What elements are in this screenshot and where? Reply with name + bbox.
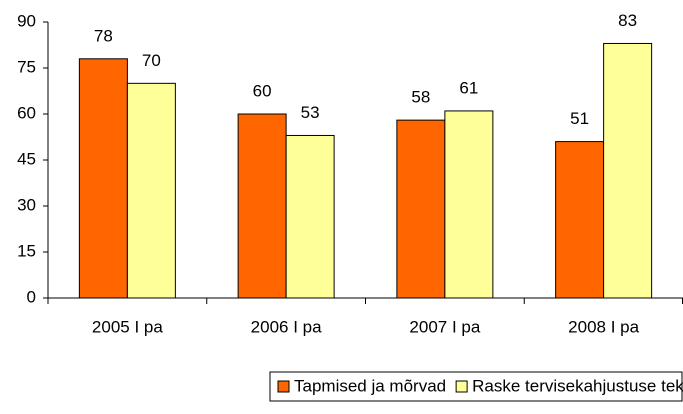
y-tick-label: 60 (17, 103, 36, 122)
data-label: 78 (94, 26, 113, 45)
data-label: 60 (253, 81, 272, 100)
data-label: 53 (301, 103, 320, 122)
data-label: 83 (618, 11, 637, 30)
bar (78, 58, 128, 299)
y-tick-label: 90 (17, 11, 36, 30)
x-tick-label: 2008 I pa (568, 317, 639, 336)
legend-swatch (455, 380, 468, 393)
data-label: 70 (142, 51, 161, 70)
x-tick-label: 2005 I pa (92, 317, 163, 336)
data-label: 61 (459, 78, 478, 97)
y-tick-label: 30 (17, 195, 36, 214)
y-tick-label: 45 (17, 149, 36, 168)
legend-label: Tapmised ja mõrvad (294, 376, 446, 395)
y-tick-label: 0 (27, 287, 36, 306)
bar (126, 82, 176, 299)
legend (269, 371, 683, 402)
bar (603, 42, 653, 299)
x-tick-label: 2007 I pa (409, 317, 480, 336)
data-label: 58 (411, 88, 430, 107)
bar (444, 110, 494, 299)
bar (237, 113, 287, 299)
y-tick-label: 15 (17, 241, 36, 260)
legend-swatch (277, 380, 290, 393)
legend-label: Raske tervisekahjustuse tekitamine (472, 376, 683, 395)
bar (396, 119, 446, 299)
x-tick-label: 2006 I pa (251, 317, 322, 336)
bar (555, 141, 605, 299)
bar (285, 134, 335, 299)
y-tick-label: 75 (17, 57, 36, 76)
data-label: 51 (570, 109, 589, 128)
